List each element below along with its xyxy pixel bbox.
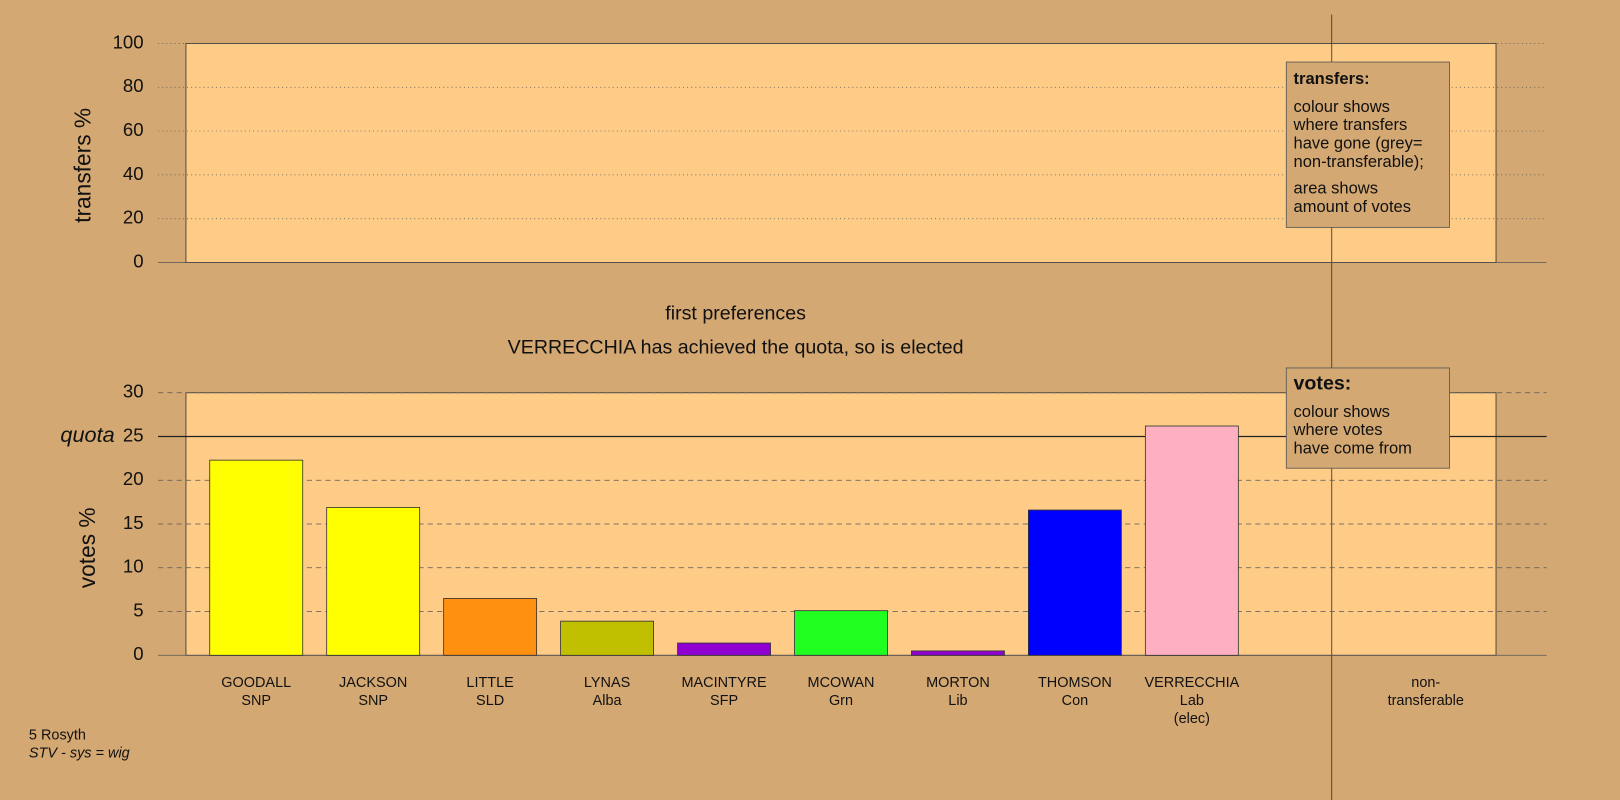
bar xyxy=(677,642,771,656)
x-tick-label: LYNAS xyxy=(584,675,630,691)
legend-text: colour shows xyxy=(1294,97,1390,116)
y-tick-label: 20 xyxy=(123,468,144,489)
y-tick-label: 80 xyxy=(123,75,144,96)
footer-system: STV - sys = wig xyxy=(29,745,130,761)
y-tick-label: 100 xyxy=(113,31,144,52)
x-tick-label: Lab xyxy=(1180,693,1204,709)
top-plot-area xyxy=(185,42,1497,263)
legend-heading: votes: xyxy=(1294,373,1352,395)
bar xyxy=(1144,425,1239,656)
x-tick-label: transferable xyxy=(1388,693,1464,709)
y-tick-label: 5 xyxy=(133,599,143,620)
x-tick-label: non- xyxy=(1411,675,1440,691)
bar xyxy=(560,620,654,656)
bar xyxy=(1027,509,1122,656)
bar xyxy=(443,598,538,656)
x-tick-label: Grn xyxy=(829,693,853,709)
bar xyxy=(326,506,421,656)
legend-text: area shows xyxy=(1294,179,1378,198)
legend-heading: transfers: xyxy=(1294,69,1370,88)
y-tick-label: 40 xyxy=(123,163,144,184)
legend-text: non-transferable); xyxy=(1294,152,1424,171)
y-tick-label: 60 xyxy=(123,119,144,140)
x-tick-label: SLD xyxy=(476,693,504,709)
bar xyxy=(209,459,304,656)
y-tick-label: 10 xyxy=(123,556,144,577)
x-tick-label: SNP xyxy=(241,693,271,709)
legend-text: colour shows xyxy=(1294,402,1390,421)
y-axis-label: transfers % xyxy=(70,108,96,223)
x-tick-label: SNP xyxy=(358,693,388,709)
x-tick-label: Lib xyxy=(948,693,967,709)
y-axis-label: votes % xyxy=(74,507,100,588)
y-tick-label: 0 xyxy=(133,250,143,271)
chart-subtitle: VERRECCHIA has achieved the quota, so is… xyxy=(508,337,964,359)
bar xyxy=(911,650,1005,656)
x-tick-label: Con xyxy=(1062,693,1089,709)
y-tick-label: 15 xyxy=(123,512,144,533)
x-tick-label: Alba xyxy=(593,693,623,709)
bar xyxy=(794,610,888,656)
y-tick-label: 20 xyxy=(123,207,144,228)
x-tick-label: SFP xyxy=(710,693,738,709)
x-tick-label: LITTLE xyxy=(466,675,514,691)
legend-box xyxy=(1285,61,1450,228)
legend-text: amount of votes xyxy=(1294,197,1411,216)
x-tick-label: THOMSON xyxy=(1038,675,1112,691)
y-tick-label: 30 xyxy=(123,381,144,402)
y-tick-label: 25 xyxy=(123,424,144,445)
x-tick-label: MACINTYRE xyxy=(681,675,766,691)
x-tick-label: VERRECCHIA xyxy=(1144,675,1239,691)
footer-place: 5 Rosyth xyxy=(29,728,86,744)
x-tick-label: GOODALL xyxy=(221,675,291,691)
chart-title: first preferences xyxy=(665,302,806,324)
legend-text: have gone (grey= xyxy=(1294,134,1423,153)
legend-text: where transfers xyxy=(1293,115,1408,134)
legend-text: where votes xyxy=(1293,420,1383,439)
legend-text: have come from xyxy=(1294,439,1412,458)
x-tick-label: (elec) xyxy=(1174,711,1210,727)
quota-label: quota xyxy=(60,422,114,447)
x-tick-label: JACKSON xyxy=(339,675,407,691)
x-tick-label: MCOWAN xyxy=(808,675,875,691)
legend-box xyxy=(1285,367,1450,469)
y-tick-label: 0 xyxy=(133,643,143,664)
x-tick-label: MORTON xyxy=(926,675,990,691)
